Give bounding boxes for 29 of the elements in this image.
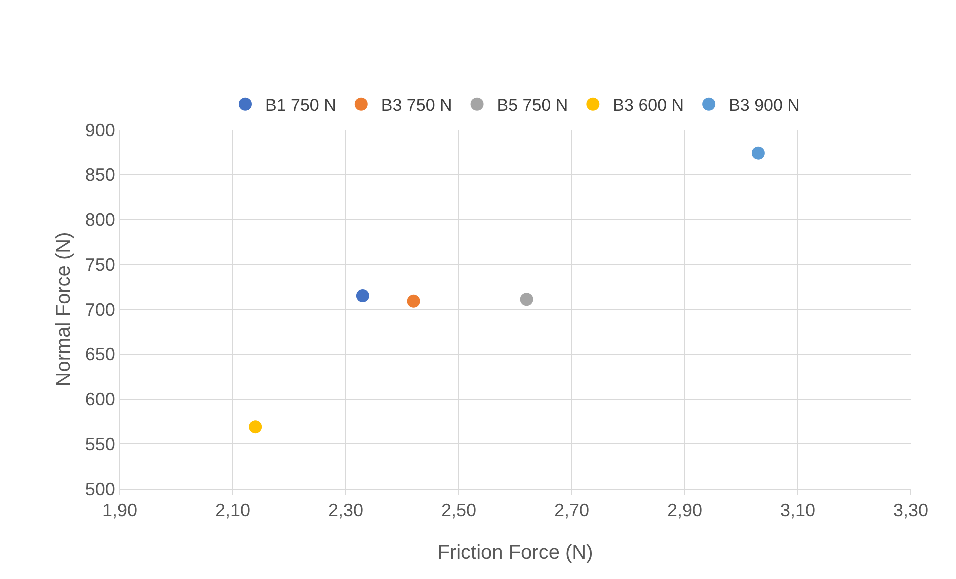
x-tick-label: 3,30 <box>893 500 929 521</box>
y-tick-label: 700 <box>85 300 116 320</box>
y-tick-label: 750 <box>85 254 116 275</box>
point <box>520 293 534 306</box>
y-tick-label: 500 <box>85 479 116 500</box>
y-axis-title: Normal Force (N) <box>53 232 75 387</box>
legend-label: B1 750 N <box>266 96 336 115</box>
point <box>407 294 420 308</box>
y-tick-label: 550 <box>85 434 116 454</box>
y-tick-label: 800 <box>85 210 116 230</box>
x-axis-title: Friction Force (N) <box>438 542 594 564</box>
legend-label: B5 750 N <box>497 96 568 115</box>
point <box>249 420 262 434</box>
x-tick-label: 1,90 <box>102 500 138 521</box>
x-tick-label: 2,70 <box>554 500 590 521</box>
x-tick-label: 2,90 <box>667 500 703 521</box>
y-tick-label: 900 <box>85 120 116 140</box>
x-tick-label: 2,10 <box>215 500 251 521</box>
point <box>752 146 765 160</box>
x-tick-label: 3,10 <box>780 500 816 521</box>
x-tick-label: 2,50 <box>441 500 477 521</box>
legend-label: B3 900 N <box>729 96 800 115</box>
point <box>356 290 370 303</box>
y-tick-label: 600 <box>85 390 116 410</box>
x-tick-label: 2,30 <box>328 500 364 521</box>
y-tick-label: 650 <box>85 344 116 365</box>
legend-label: B3 750 N <box>381 96 452 115</box>
y-tick-label: 850 <box>85 165 116 186</box>
legend-label: B3 600 N <box>613 96 684 115</box>
